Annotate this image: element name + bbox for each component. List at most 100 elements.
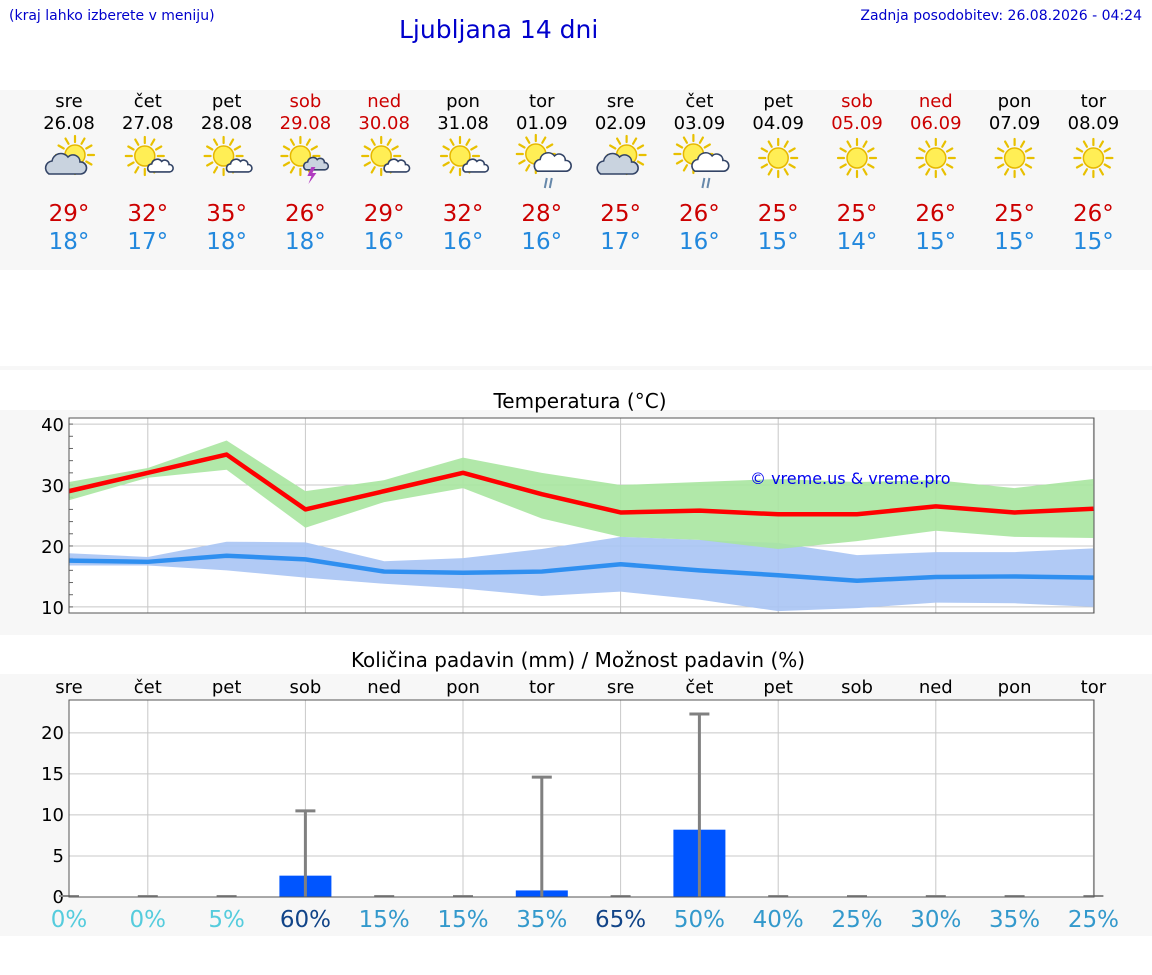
day-name: sre [607, 91, 634, 112]
partly-cloudy-icon [596, 134, 647, 176]
temp-min-label: 17° [127, 229, 168, 255]
precip-probability-label: 65% [595, 907, 646, 933]
day-date: 31.08 [437, 113, 489, 134]
temp-min-label: 18° [206, 229, 247, 255]
sun-icon [758, 137, 799, 179]
day-date: 26.08 [43, 113, 95, 134]
precip-probability-label: 0% [130, 907, 167, 933]
precipitation-chart: Količina padavin (mm) / Možnost padavin … [41, 648, 1119, 933]
x-category-label: sob [841, 677, 873, 698]
temp-max-label: 29° [49, 201, 90, 227]
temp-max-label: 25° [994, 201, 1035, 227]
sun-icon [836, 137, 878, 179]
y-tick-label: 40 [41, 415, 64, 436]
forecast-strip-background [0, 90, 1152, 270]
y-tick-label: 10 [41, 805, 64, 826]
sun-small-cloud-icon [124, 135, 174, 177]
x-category-label: sre [607, 677, 634, 698]
temp-min-label: 17° [600, 229, 641, 255]
max-temp-band [69, 440, 1094, 550]
precip-probability-label: 15% [437, 907, 488, 933]
day-name: ned [367, 91, 401, 112]
x-category-label: ned [367, 677, 401, 698]
precip-probability-label: 50% [674, 907, 725, 933]
temp-max-label: 35° [206, 201, 247, 227]
day-date: 01.09 [516, 113, 568, 134]
y-tick-label: 20 [41, 537, 64, 558]
day-name: ned [919, 91, 953, 112]
x-category-label: tor [529, 677, 555, 698]
max-temp-line [68, 452, 1094, 517]
last-update: Zadnja posodobitev: 26.08.2026 - 04:24 [860, 8, 1142, 24]
temp-max-label: 26° [915, 201, 956, 227]
menu-hint: (kraj lahko izberete v meniju) [9, 8, 215, 24]
x-category-label: pet [763, 677, 793, 698]
precip-probability-label: 15% [359, 907, 410, 933]
y-tick-label: 10 [41, 598, 64, 619]
precipitation-chart-title: Količina padavin (mm) / Možnost padavin … [351, 648, 805, 672]
precip-probability-label: 35% [516, 907, 567, 933]
min-temp-line [68, 553, 1094, 583]
temp-max-label: 29° [364, 201, 405, 227]
temp-min-label: 16° [443, 229, 484, 255]
day-name: tor [1081, 91, 1107, 112]
precip-probability-label: 40% [753, 907, 804, 933]
temp-max-label: 26° [679, 201, 720, 227]
temp-min-label: 16° [364, 229, 405, 255]
temp-max-label: 28° [521, 201, 562, 227]
temp-max-label: 25° [758, 201, 799, 227]
day-name: sob [289, 91, 321, 112]
temp-max-label: 25° [837, 201, 878, 227]
sun-small-cloud-icon [439, 135, 490, 177]
temp-min-label: 15° [1073, 229, 1114, 255]
sun-small-cloud-icon [203, 135, 253, 177]
temp-min-label: 15° [758, 229, 799, 255]
temp-min-label: 18° [49, 229, 90, 255]
precip-probability-label: 25% [1068, 907, 1119, 933]
temp-min-label: 15° [915, 229, 956, 255]
plot-frame [68, 699, 1095, 898]
temperature-chart: Temperatura (°C) 10 20 30 40 © vreme.us & vre… [41, 389, 1095, 619]
x-category-label: tor [1081, 677, 1107, 698]
day-date: 02.09 [595, 113, 647, 134]
day-date: 07.09 [989, 113, 1041, 134]
x-category-label: čet [685, 677, 713, 698]
day-name: pon [446, 91, 480, 112]
temp-min-label: 15° [994, 229, 1035, 255]
temp-max-label: 32° [127, 201, 168, 227]
min-temp-band [69, 536, 1094, 612]
x-category-label: čet [134, 677, 162, 698]
day-name: čet [134, 91, 162, 112]
precip-probability-label: 60% [280, 907, 331, 933]
y-tick-label: 0 [53, 887, 64, 908]
precip-probability-label: 0% [51, 907, 88, 933]
y-tick-label: 15 [41, 764, 64, 785]
precip-probability-label: 25% [831, 907, 882, 933]
temp-max-label: 26° [285, 201, 326, 227]
day-date: 04.09 [752, 113, 804, 134]
sun-icon [994, 137, 1035, 179]
plot-area [69, 700, 1094, 897]
day-date: 08.09 [1068, 113, 1120, 134]
sun-icon [915, 137, 956, 179]
x-category-label: pon [446, 677, 480, 698]
temp-max-label: 25° [600, 201, 641, 227]
y-tick-label: 20 [41, 723, 64, 744]
daily-forecast-strip: sre26.0829°18°čet27.0832°17°pet28.0835°1… [43, 91, 1120, 255]
day-date: 03.09 [674, 113, 726, 134]
x-category-label: sre [55, 677, 82, 698]
day-name: pet [763, 91, 793, 112]
day-date: 29.08 [280, 113, 332, 134]
day-name: sob [841, 91, 873, 112]
day-date: 27.08 [122, 113, 174, 134]
temp-max-label: 26° [1073, 201, 1114, 227]
day-name: pet [212, 91, 242, 112]
temp-min-label: 16° [521, 229, 562, 255]
x-category-label: pon [998, 677, 1032, 698]
day-name: čet [685, 91, 713, 112]
precip-probability-label: 5% [208, 907, 245, 933]
temp-min-label: 14° [837, 229, 878, 255]
sun-icon [1073, 137, 1114, 179]
temp-min-label: 16° [679, 229, 720, 255]
day-date: 30.08 [358, 113, 410, 134]
